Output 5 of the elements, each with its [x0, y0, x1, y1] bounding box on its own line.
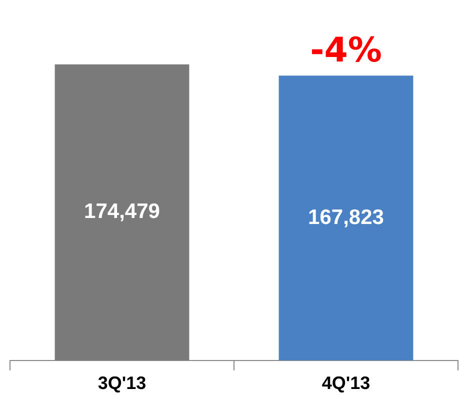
x-tick-label: 4Q'13: [322, 373, 370, 394]
annotation: -4%: [310, 30, 382, 70]
data-label: 167,823: [308, 206, 384, 229]
data-label: 174,479: [84, 200, 160, 224]
x-tick-label: 3Q'13: [98, 373, 146, 394]
